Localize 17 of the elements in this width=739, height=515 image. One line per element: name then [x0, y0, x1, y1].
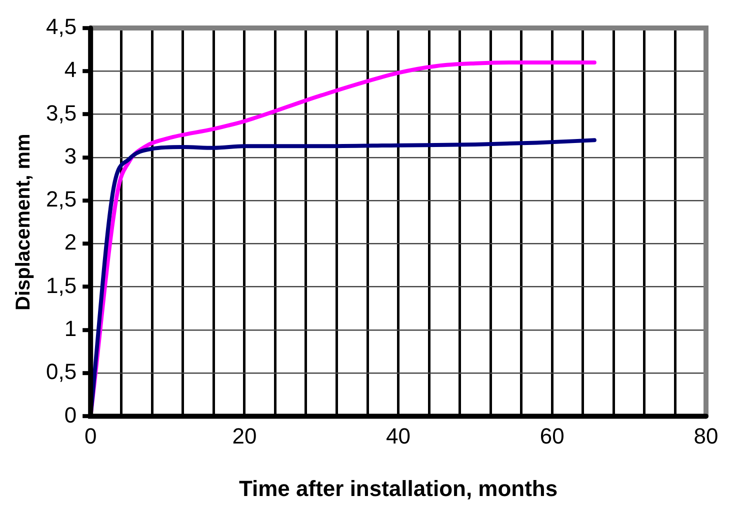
- y-tick-label: 1: [64, 316, 77, 341]
- y-axis-title: Displacement, mm: [12, 134, 35, 310]
- y-tick-label: 3,5: [46, 100, 77, 126]
- y-tick-label: 4: [64, 57, 77, 82]
- x-axis-title: Time after installation, months: [238, 476, 558, 501]
- x-tick-label: 60: [540, 423, 564, 448]
- y-tick-label: 2,5: [46, 186, 77, 212]
- y-tick-label: 1,5: [46, 272, 77, 298]
- y-tick-label: 0: [64, 402, 77, 428]
- x-tick-label: 0: [84, 423, 97, 448]
- y-tick-label: 0,5: [46, 359, 77, 384]
- x-tick-label: 20: [232, 423, 257, 448]
- y-tick-label: 3: [64, 143, 77, 168]
- y-tick-label: 4,5: [46, 14, 77, 40]
- x-tick-label: 40: [386, 423, 411, 448]
- y-tick-label: 2: [64, 230, 77, 255]
- x-tick-label: 80: [694, 423, 718, 448]
